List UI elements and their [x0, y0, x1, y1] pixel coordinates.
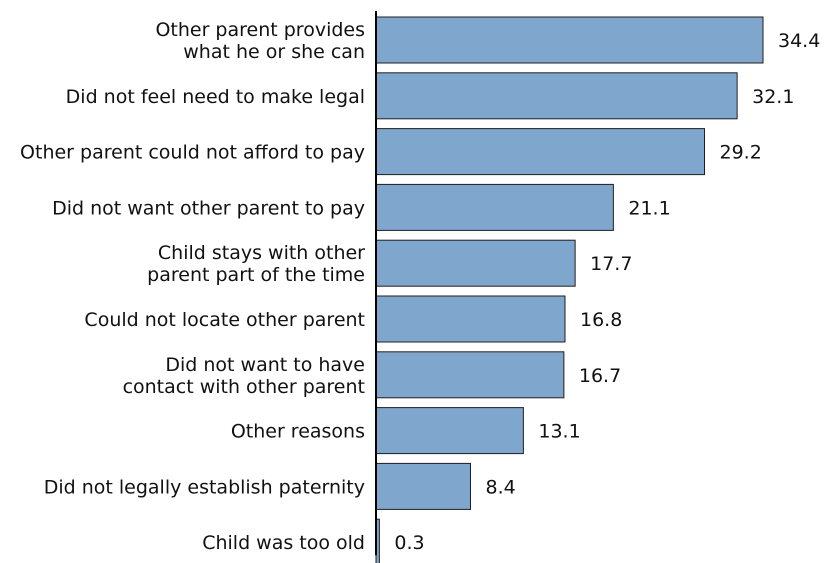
value-label: 0.3 — [394, 532, 424, 554]
value-label: 16.7 — [579, 365, 621, 387]
bar — [375, 351, 565, 399]
value-label: 16.8 — [580, 309, 622, 331]
bar — [375, 72, 738, 120]
category-label: Could not locate other parent — [84, 309, 365, 331]
bar — [375, 462, 471, 510]
value-label: 8.4 — [486, 476, 516, 498]
category-label: Other parent provides what he or she can — [155, 19, 365, 63]
bar — [375, 16, 764, 64]
bars-layer — [375, 16, 764, 563]
value-label: 17.7 — [590, 253, 632, 275]
category-label: Did not feel need to make legal — [66, 86, 365, 108]
category-labels-layer: Other parent provides what he or she can D… — [20, 19, 365, 554]
bar — [375, 183, 614, 231]
value-labels-layer: 34.4 32.1 29.2 21.1 17.7 16.8 16.7 13.1 8.4 0.3 — [394, 30, 820, 554]
bar — [375, 128, 705, 176]
value-label: 29.2 — [720, 142, 762, 164]
category-label: Did not legally establish paternity — [44, 476, 365, 498]
category-label: Child stays with other parent part of the… — [147, 242, 365, 286]
bar — [375, 295, 566, 343]
value-label: 32.1 — [752, 86, 794, 108]
category-label: Did not want other parent to pay — [52, 197, 365, 219]
value-label: 21.1 — [628, 197, 670, 219]
category-label: Other parent could not afford to pay — [20, 142, 365, 164]
category-label: Other reasons — [231, 421, 365, 443]
bar — [375, 239, 576, 287]
category-label: Did not want to have contact with other p… — [123, 354, 365, 398]
category-label: Child was too old — [202, 532, 365, 554]
value-label: 13.1 — [538, 421, 580, 443]
bar — [375, 407, 524, 455]
value-label: 34.4 — [778, 30, 820, 52]
